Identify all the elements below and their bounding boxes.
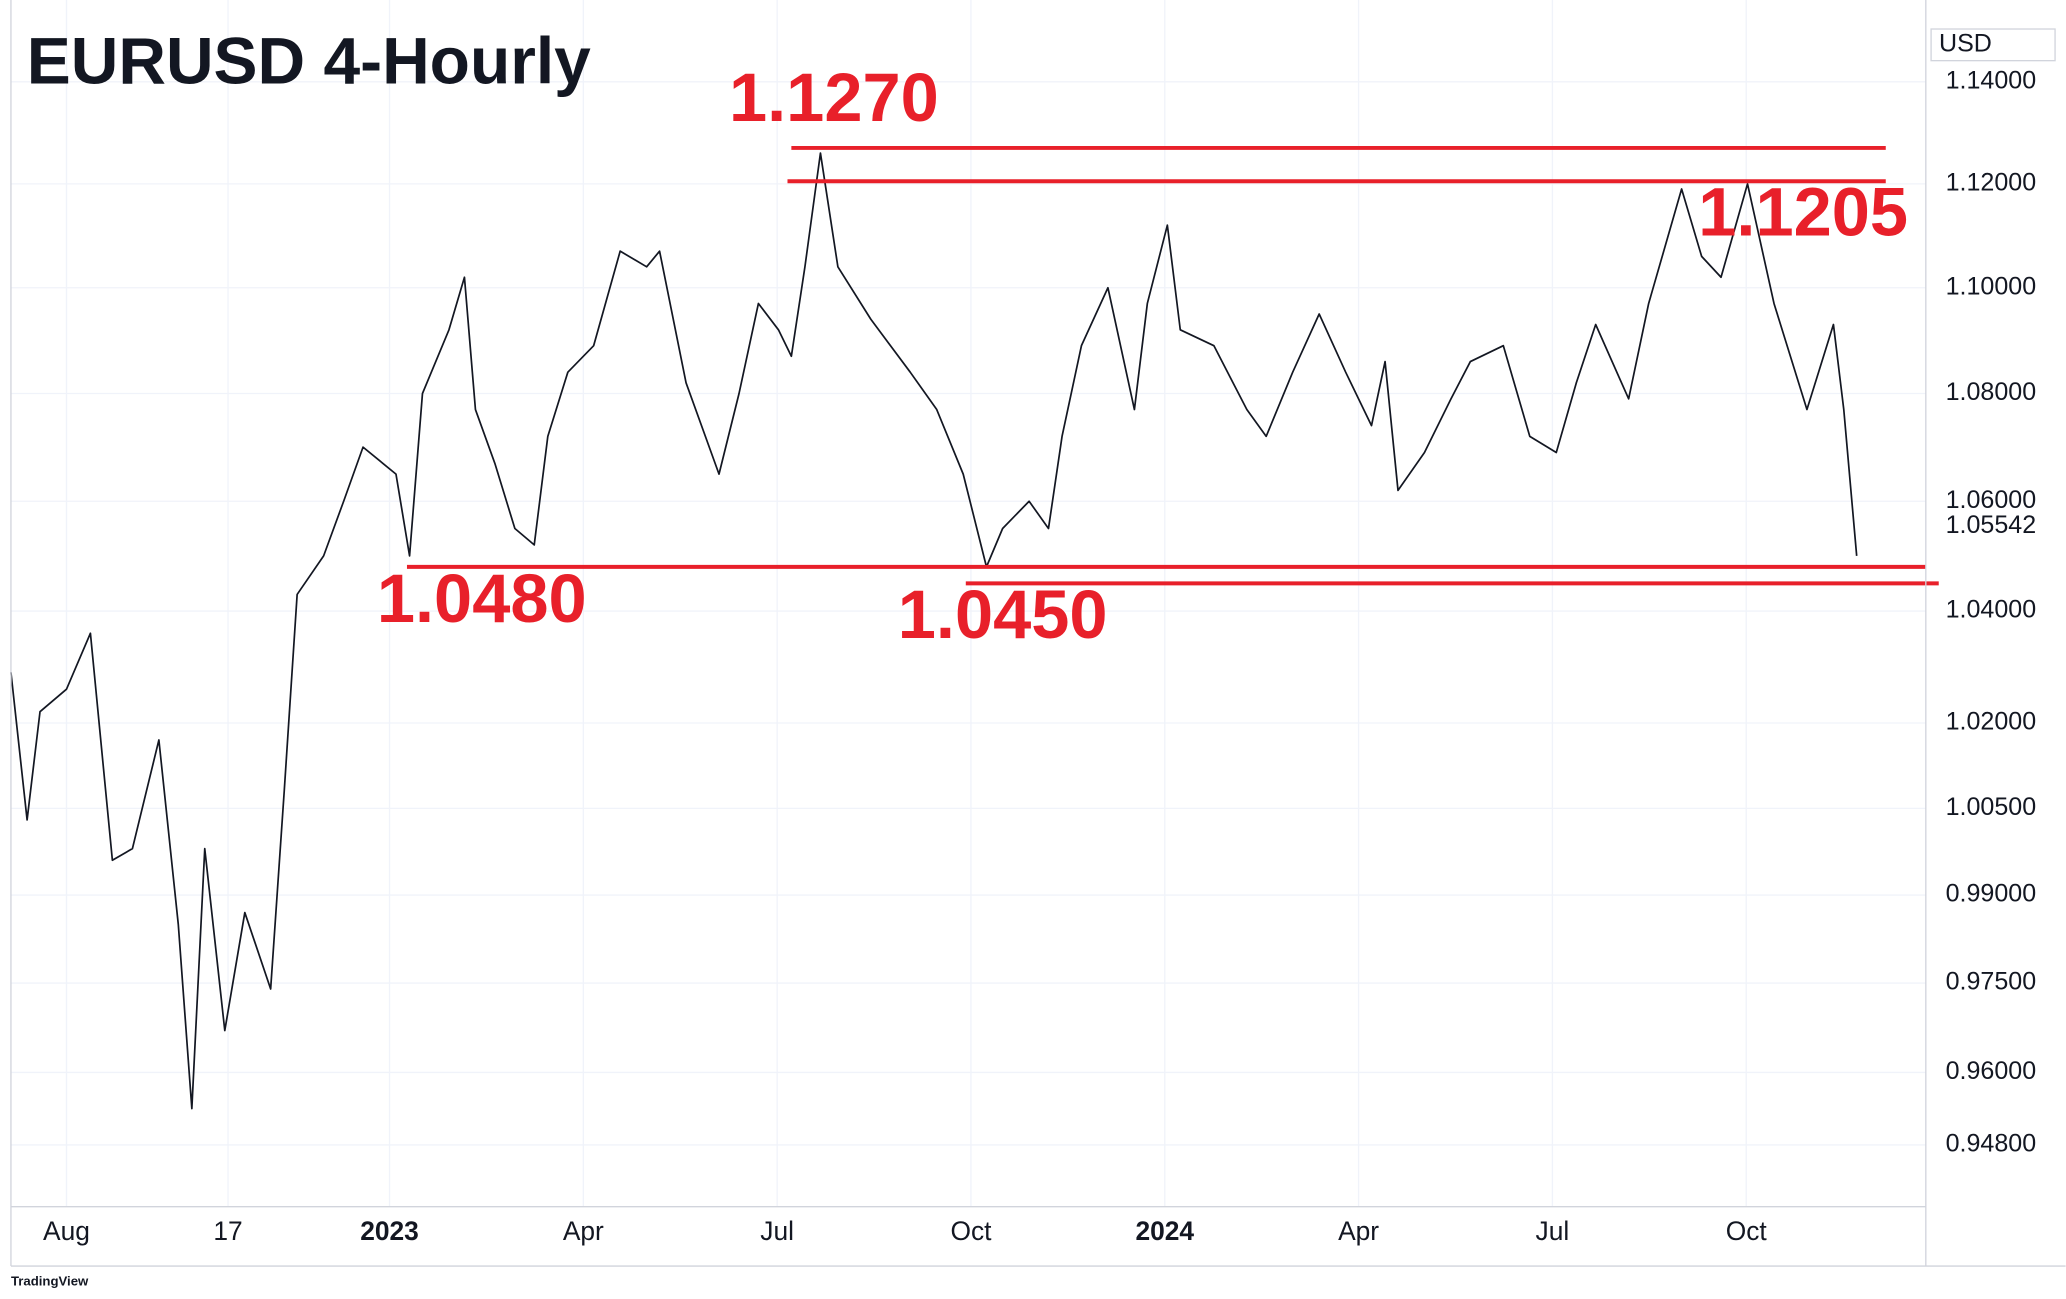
watermark: TradingView <box>11 1273 89 1288</box>
x-tick-label: 2024 <box>1135 1216 1194 1246</box>
chart-title: EURUSD 4-Hourly <box>27 23 591 97</box>
y-tick-label: 1.08000 <box>1946 378 2037 406</box>
y-tick-label: 1.06000 <box>1946 486 2037 514</box>
currency-box <box>1930 28 2056 62</box>
y-tick-label: 0.99000 <box>1946 880 2037 908</box>
x-tick-label: 17 <box>213 1216 242 1246</box>
axes: 1.14000 1.12000 1.10000 1.08000 1.06000 1.040… <box>43 66 2056 1246</box>
x-tick-label: Jul <box>1536 1216 1570 1246</box>
price-line <box>10 152 1858 1110</box>
y-tick-label: 1.04000 <box>1946 596 2037 624</box>
plot-area: 1.1270 1.1205 1.0480 1.0450 <box>10 59 1939 1110</box>
x-tick-label: 2023 <box>360 1216 419 1246</box>
grid <box>10 0 1926 1207</box>
y-tick-label: 1.12000 <box>1946 168 2037 196</box>
y-tick-label: 1.14000 <box>1946 66 2037 94</box>
level-label: 1.1205 <box>1698 174 1908 251</box>
y-tick-label: 1.02000 <box>1946 708 2037 736</box>
last-price-box <box>1928 510 2056 543</box>
x-tick-label: Apr <box>1338 1216 1379 1246</box>
y-tick-label: 0.94800 <box>1946 1130 2037 1158</box>
y-tick-label: 1.00500 <box>1946 793 2037 821</box>
y-tick-label: 0.96000 <box>1946 1057 2037 1085</box>
x-tick-label: Jul <box>760 1216 794 1246</box>
x-tick-label: Oct <box>1726 1216 1768 1246</box>
level-label: 1.0450 <box>898 576 1108 653</box>
currency-label: USD <box>1939 29 1992 57</box>
y-tick-label: 0.97500 <box>1946 968 2037 996</box>
last-price-label: 1.05542 <box>1946 511 2037 539</box>
x-tick-label: Aug <box>43 1216 90 1246</box>
y-tick-label: 1.10000 <box>1946 272 2037 300</box>
x-tick-label: Oct <box>950 1216 992 1246</box>
level-label: 1.0480 <box>377 560 587 637</box>
x-tick-label: Apr <box>563 1216 604 1246</box>
level-label: 1.1270 <box>729 59 939 136</box>
